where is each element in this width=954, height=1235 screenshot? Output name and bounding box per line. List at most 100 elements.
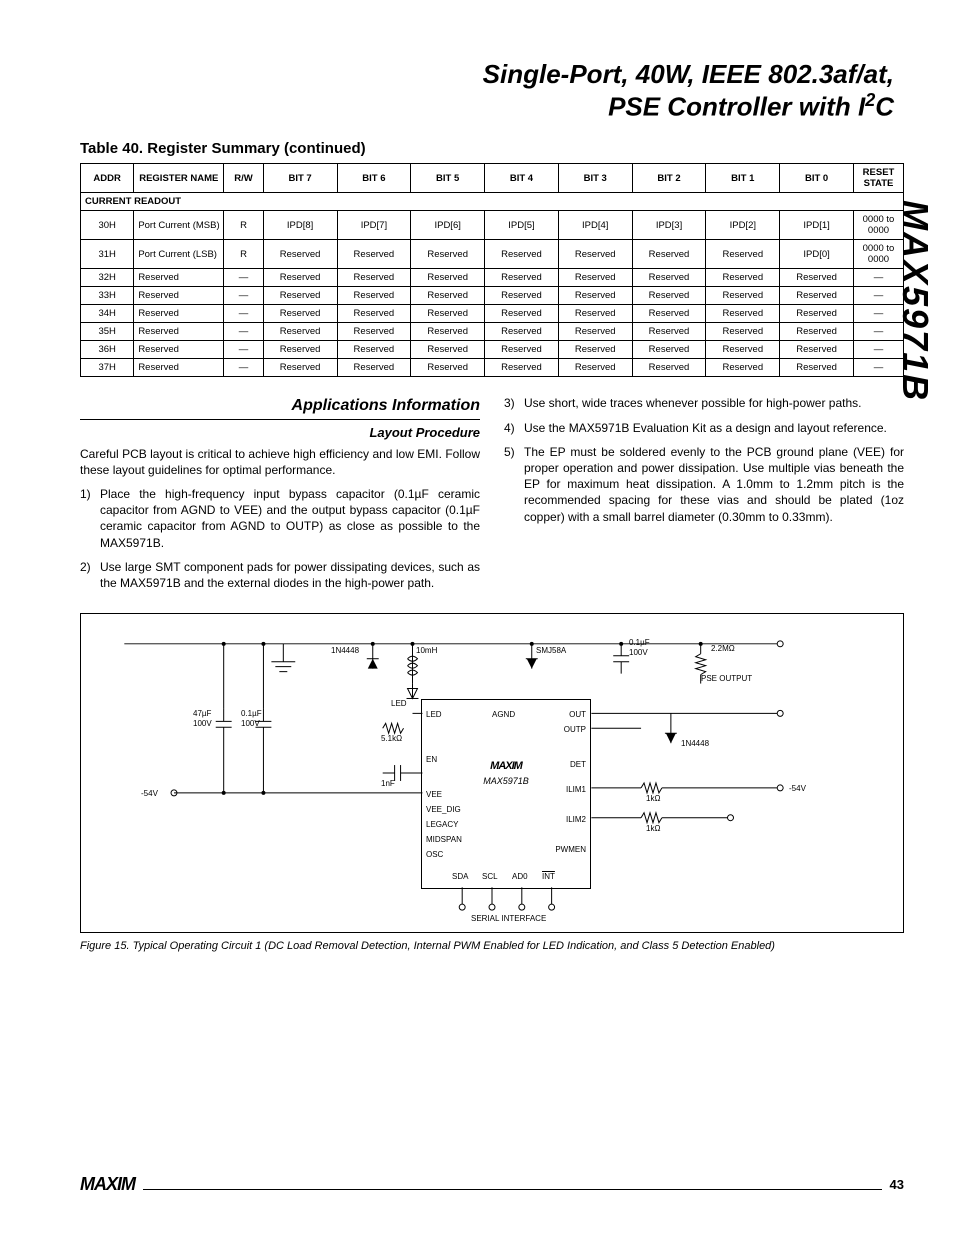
pin-label: ILIM1 [566,785,586,794]
th-bit3: BIT 3 [558,164,632,193]
component-label: 1kΩ [646,824,660,833]
pin-label: ILIM2 [566,815,586,824]
intro-paragraph: Careful PCB layout is critical to achiev… [80,446,480,478]
component-label: 100V [193,719,212,728]
th-bit0: BIT 0 [780,164,854,193]
document-title: Single-Port, 40W, IEEE 802.3af/at, PSE C… [80,60,904,122]
cell-bit1: Reserved [706,287,780,305]
maxim-logo-icon: MAXIM [490,760,522,772]
list-item: 4) Use the MAX5971B Evaluation Kit as a … [504,420,904,436]
cell-bit1: Reserved [706,305,780,323]
cell-bit6: Reserved [337,305,411,323]
cell-addr: 30H [81,211,134,240]
table-section-row: CURRENT READOUT [81,193,904,211]
cell-bit2: Reserved [632,323,706,341]
cell-bit0: Reserved [780,359,854,377]
right-column: 3) Use short, wide traces whenever possi… [504,395,904,599]
list-text: Use large SMT component pads for power d… [100,559,480,591]
cell-addr: 36H [81,341,134,359]
cell-bit6: Reserved [337,341,411,359]
cell-bit6: IPD[7] [337,211,411,240]
table-row: 35HReserved—ReservedReservedReservedRese… [81,323,904,341]
pin-label: DET [570,760,586,769]
cell-bit0: Reserved [780,269,854,287]
table-row: 33HReserved—ReservedReservedReservedRese… [81,287,904,305]
component-label: 1nF [381,779,395,788]
left-column: Applications Information Layout Procedur… [80,395,480,599]
cell-bit0: Reserved [780,305,854,323]
cell-addr: 32H [81,269,134,287]
cell-bit4: Reserved [485,323,559,341]
list-text: Place the high-frequency input bypass ca… [100,486,480,551]
component-label: 1N4448 [331,646,359,655]
pin-label: VEE [426,790,442,799]
cell-bit4: Reserved [485,269,559,287]
cell-bit7: IPD[8] [263,211,337,240]
component-label: 1N4448 [681,739,709,748]
cell-rw: — [224,269,263,287]
cell-regname: Port Current (LSB) [134,240,224,269]
cell-bit3: Reserved [558,359,632,377]
cell-regname: Reserved [134,305,224,323]
chip-part-number: MAX5971B [483,776,529,786]
table-title: Table 40. Register Summary (continued) [80,140,904,157]
cell-bit2: Reserved [632,359,706,377]
list-item: 2) Use large SMT component pads for powe… [80,559,480,591]
cell-rw: — [224,341,263,359]
pin-label: SCL [482,872,498,881]
cell-bit2: Reserved [632,341,706,359]
i2c-superscript: 2 [865,90,875,110]
list-number: 4) [504,420,524,436]
pin-label: LEGACY [426,820,458,829]
cell-bit0: Reserved [780,287,854,305]
title-line-2-a: PSE Controller with I [608,92,865,122]
cell-bit4: Reserved [485,287,559,305]
cell-bit7: Reserved [263,287,337,305]
cell-bit2: IPD[3] [632,211,706,240]
table-row: 30HPort Current (MSB)RIPD[8]IPD[7]IPD[6]… [81,211,904,240]
list-text: Use the MAX5971B Evaluation Kit as a des… [524,420,904,436]
cell-rw: R [224,211,263,240]
cell-bit3: Reserved [558,341,632,359]
table-row: 32HReserved—ReservedReservedReservedRese… [81,269,904,287]
cell-rw: — [224,287,263,305]
pin-label: LED [426,710,442,719]
component-label: LED [391,699,407,708]
cell-bit4: Reserved [485,305,559,323]
applications-heading: Applications Information [80,395,480,420]
cell-regname: Reserved [134,359,224,377]
cell-bit5: Reserved [411,240,485,269]
list-item: 3) Use short, wide traces whenever possi… [504,395,904,411]
cell-bit0: IPD[1] [780,211,854,240]
page-footer: MAXIM 43 [80,1174,904,1195]
component-label: 2.2MΩ [711,644,735,653]
cell-bit7: Reserved [263,269,337,287]
list-number: 2) [80,559,100,591]
cell-bit5: Reserved [411,269,485,287]
cell-bit3: Reserved [558,240,632,269]
th-addr: ADDR [81,164,134,193]
figure-caption: Figure 15. Typical Operating Circuit 1 (… [80,939,904,953]
cell-bit0: IPD[0] [780,240,854,269]
th-bit2: BIT 2 [632,164,706,193]
table-row: 31HPort Current (LSB)RReservedReservedRe… [81,240,904,269]
cell-regname: Port Current (MSB) [134,211,224,240]
chip-outline: MAXIM MAX5971B LED AGND EN VEE VEE_DIG L… [421,699,591,889]
th-reset: RESET STATE [854,164,904,193]
cell-bit6: Reserved [337,359,411,377]
cell-bit3: Reserved [558,269,632,287]
cell-rw: — [224,305,263,323]
component-label: 1kΩ [646,794,660,803]
component-label: PSE OUTPUT [701,674,752,683]
list-item: 1) Place the high-frequency input bypass… [80,486,480,551]
layout-procedure-heading: Layout Procedure [80,424,480,442]
cell-rw: — [224,359,263,377]
cell-bit3: Reserved [558,323,632,341]
circuit-figure: MAXIM MAX5971B LED AGND EN VEE VEE_DIG L… [80,613,904,933]
cell-bit1: Reserved [706,341,780,359]
title-line-1: Single-Port, 40W, IEEE 802.3af/at, [483,59,894,89]
cell-bit4: IPD[5] [485,211,559,240]
maxim-footer-logo-icon: MAXIM [80,1174,135,1195]
th-bit4: BIT 4 [485,164,559,193]
cell-bit6: Reserved [337,269,411,287]
